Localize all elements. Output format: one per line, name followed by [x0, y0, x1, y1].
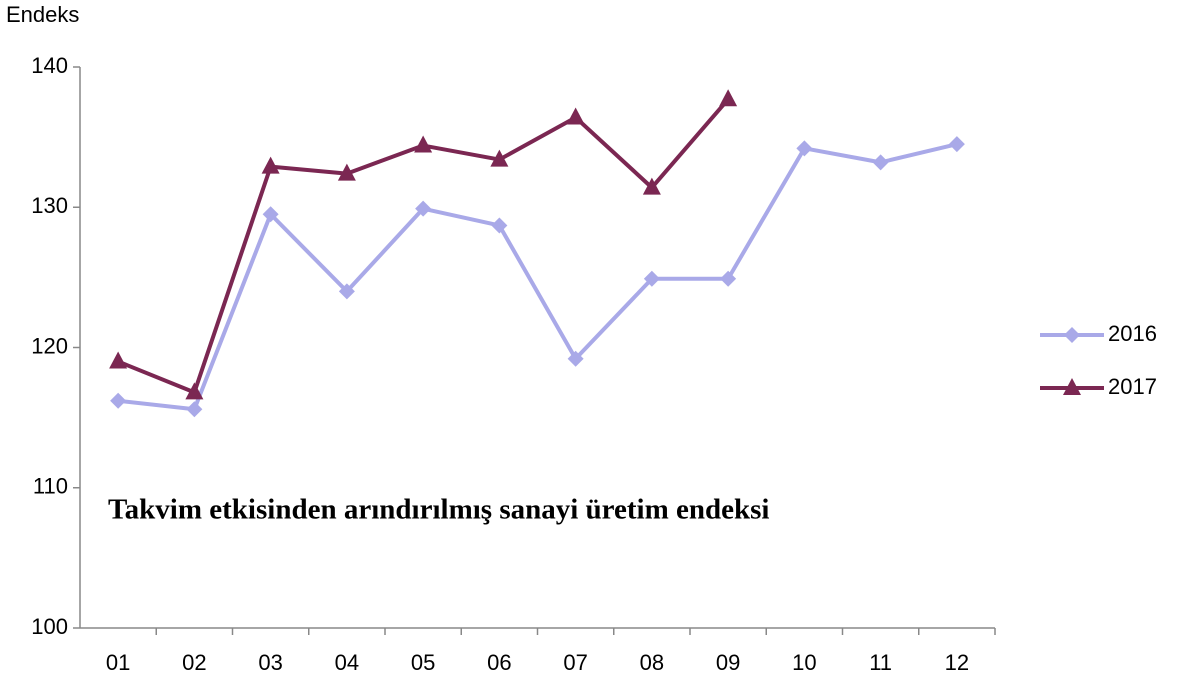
- x-tick-label: 01: [106, 650, 130, 675]
- data-point: [261, 156, 280, 174]
- x-tick-label: 06: [487, 650, 511, 675]
- x-tick-label: 02: [182, 650, 206, 675]
- data-point: [262, 206, 279, 223]
- data-point: [566, 107, 585, 125]
- data-point: [186, 401, 203, 418]
- x-tick-label: 09: [716, 650, 740, 675]
- data-point: [567, 350, 584, 367]
- x-tick-label: 11: [869, 650, 892, 675]
- data-point: [338, 283, 355, 300]
- data-point: [720, 270, 737, 287]
- data-point: [110, 392, 127, 409]
- x-tick-label: 07: [563, 650, 587, 675]
- y-tick-label: 130: [31, 193, 68, 218]
- x-tick-label: 04: [335, 650, 359, 675]
- data-point: [872, 154, 889, 171]
- data-point: [185, 382, 204, 400]
- data-point: [491, 217, 508, 234]
- data-point: [719, 89, 738, 107]
- x-tick-label: 08: [640, 650, 664, 675]
- legend-label: 2017: [1108, 374, 1157, 399]
- x-tick-label: 10: [792, 650, 816, 675]
- x-tick-label: 12: [945, 650, 969, 675]
- data-point: [337, 163, 356, 181]
- series-line: [117, 142, 958, 412]
- data-point: [415, 200, 432, 217]
- data-point: [490, 149, 509, 167]
- data-point: [642, 177, 661, 195]
- legend-label: 2016: [1108, 321, 1157, 346]
- data-point: [643, 270, 660, 287]
- x-tick-label: 03: [258, 650, 282, 675]
- legend-marker: [1064, 327, 1080, 343]
- y-tick-label: 120: [31, 333, 68, 358]
- y-axis-label: Endeks: [6, 2, 79, 27]
- y-tick-label: 100: [31, 614, 68, 639]
- data-point: [948, 136, 965, 153]
- annotation: Takvim etkisinden arındırılmış sanayi ür…: [108, 494, 769, 526]
- data-point: [796, 140, 813, 157]
- data-point: [109, 351, 128, 369]
- y-tick-label: 140: [31, 53, 68, 78]
- y-tick-label: 110: [33, 474, 68, 499]
- legend-marker: [1063, 378, 1081, 395]
- x-tick-label: 05: [411, 650, 435, 675]
- data-point: [414, 135, 433, 153]
